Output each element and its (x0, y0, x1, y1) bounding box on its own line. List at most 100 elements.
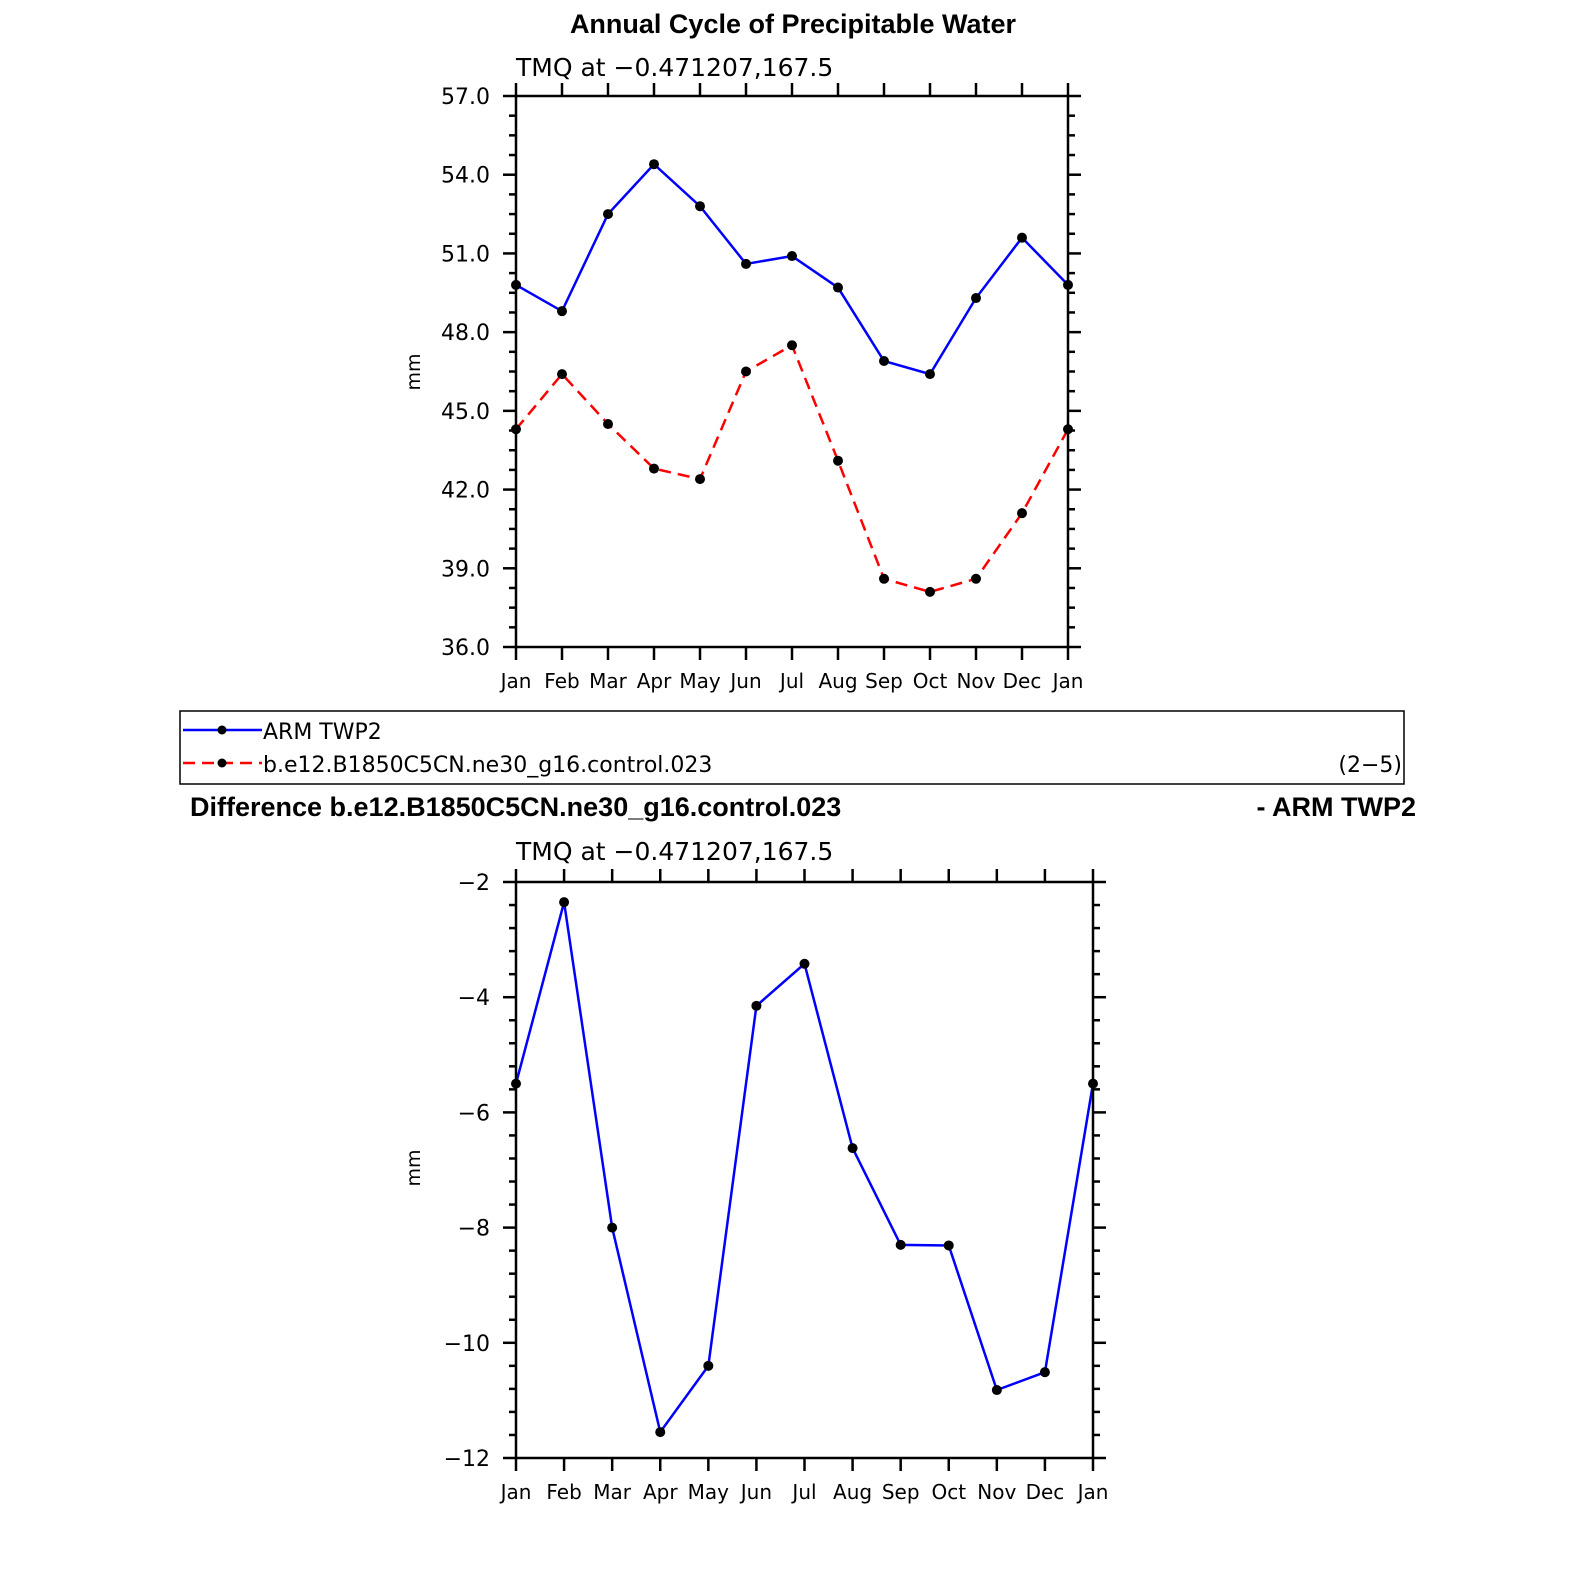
top-chart-subtitle: TMQ at −0.471207,167.5 (515, 53, 833, 82)
top-xtick-label: Mar (589, 669, 628, 693)
bottom-xtick-label: Mar (593, 1480, 632, 1504)
top-series-1-point (557, 369, 567, 380)
legend: ARM TWP2 b.e12.B1850C5CN.ne30_g16.contro… (179, 710, 1405, 785)
top-series-1-point (695, 474, 705, 485)
bottom-xtick-label: Jan (499, 1480, 532, 1504)
bottom-series-0-point (559, 897, 570, 908)
bottom-chart-ticks (503, 869, 1106, 1471)
top-series-1-point (603, 418, 613, 429)
bottom-series-0-point (703, 1360, 714, 1371)
top-ytick-label: 42.0 (441, 479, 490, 504)
top-xtick-label: Jun (728, 669, 761, 693)
bottom-xtick-label: Oct (931, 1480, 966, 1504)
legend-page-label: (2−5) (1338, 753, 1402, 778)
top-xtick-label: Feb (544, 669, 579, 693)
top-series-1-point (833, 455, 843, 466)
top-ytick-label: 51.0 (441, 242, 490, 267)
bottom-series-0-point (799, 958, 810, 969)
bottom-xtick-label: Sep (882, 1480, 920, 1504)
top-series-0-point (787, 251, 797, 262)
bottom-ytick-label: −8 (458, 1217, 490, 1242)
legend-box (179, 710, 1405, 785)
top-xtick-label: Jan (1051, 669, 1084, 693)
bottom-series-0-point (1039, 1367, 1050, 1378)
bottom-ytick-label: −6 (458, 1101, 490, 1126)
top-series-0-point (879, 356, 889, 367)
top-series-0-point (1017, 232, 1027, 243)
bottom-chart-ylabel: mm (403, 1149, 425, 1186)
top-ytick-label: 48.0 (441, 321, 490, 346)
top-ytick-label: 57.0 (441, 85, 490, 110)
top-xtick-label: Sep (865, 669, 903, 693)
bottom-chart-tick-labels: Jan Feb Mar Apr May Jun Jul Aug Sep Oct Nov Dec Jan−… (444, 871, 1109, 1504)
bottom-chart-title-left: Difference b.e12.B1850C5CN.ne30_g16.cont… (190, 792, 841, 822)
top-chart-ylabel: mm (403, 353, 425, 390)
top-ytick-label: 39.0 (441, 557, 490, 582)
bottom-chart: Difference b.e12.B1850C5CN.ne30_g16.cont… (190, 792, 1416, 1504)
top-xtick-label: Aug (818, 669, 857, 693)
top-series-0-point (833, 282, 843, 293)
bottom-series-0-point (991, 1385, 1002, 1396)
bottom-series-line-0 (514, 901, 1095, 1436)
top-xtick-label: Dec (1003, 669, 1042, 693)
top-series-1-point (1017, 508, 1027, 519)
top-ytick-label: 54.0 (441, 164, 490, 189)
top-series-0-point (649, 159, 659, 170)
legend-entry-model: b.e12.B1850C5CN.ne30_g16.control.023 (263, 753, 712, 778)
top-chart: TMQ at −0.471207,167.5 mm Jan Feb Mar Apr Ma… (403, 53, 1083, 693)
bottom-xtick-label: Dec (1026, 1480, 1065, 1504)
top-series-0-point (557, 306, 567, 317)
top-chart-series (511, 159, 1073, 597)
bottom-xtick-label: Jul (790, 1480, 816, 1504)
bottom-xtick-label: Nov (977, 1480, 1016, 1504)
bottom-xtick-label: Jan (1076, 1480, 1109, 1504)
bottom-xtick-label: Apr (643, 1480, 678, 1504)
top-xtick-label: May (679, 669, 721, 693)
bottom-xtick-label: May (688, 1480, 730, 1504)
top-xtick-label: Oct (913, 669, 948, 693)
bottom-xtick-label: Feb (546, 1480, 581, 1504)
top-series-line-1 (515, 343, 1070, 594)
bottom-ytick-label: −12 (444, 1447, 490, 1472)
top-series-1-point (787, 340, 797, 351)
bottom-series-0-point (751, 1000, 762, 1011)
bottom-chart-frame (514, 880, 1095, 1460)
legend-marker-obs (217, 725, 227, 735)
top-ytick-label: 45.0 (441, 400, 490, 425)
legend-marker-model (217, 758, 227, 768)
top-chart-frame (514, 94, 1070, 649)
bottom-chart-title-right: - ARM TWP2 (1257, 792, 1416, 822)
top-series-1-point (971, 573, 981, 584)
top-series-0-point (603, 209, 613, 220)
top-series-0-point (971, 293, 981, 304)
top-xtick-label: Jul (778, 669, 804, 693)
top-xtick-label: Jan (499, 669, 532, 693)
bottom-xtick-label: Jun (739, 1480, 772, 1504)
bottom-ytick-label: −4 (458, 986, 490, 1011)
bottom-ytick-label: −2 (458, 871, 490, 896)
top-series-1-point (925, 586, 935, 597)
bottom-series-0-point (943, 1240, 954, 1251)
bottom-xtick-label: Aug (833, 1480, 872, 1504)
bottom-chart-series (511, 897, 1098, 1438)
top-xtick-label: Nov (956, 669, 995, 693)
bottom-series-0-point (847, 1143, 858, 1154)
bottom-series-0-point (655, 1427, 666, 1438)
top-series-1-point (649, 463, 659, 474)
bottom-series-0-point (607, 1222, 618, 1233)
bottom-ytick-label: −10 (444, 1332, 490, 1357)
figure-title: Annual Cycle of Precipitable Water (570, 9, 1017, 39)
legend-entry-obs: ARM TWP2 (263, 720, 382, 745)
top-series-0-point (741, 258, 751, 269)
bottom-series-0-point (895, 1239, 906, 1250)
top-ytick-label: 36.0 (441, 636, 490, 661)
top-series-0-point (925, 369, 935, 380)
top-chart-ticks (503, 83, 1081, 660)
top-chart-tick-labels: Jan Feb Mar Apr May Jun Jul Aug Sep Oct Nov Dec Jan 5… (441, 85, 1083, 693)
top-series-0-point (695, 201, 705, 212)
bottom-chart-subtitle: TMQ at −0.471207,167.5 (515, 837, 833, 866)
top-series-1-point (879, 573, 889, 584)
top-xtick-label: Apr (637, 669, 672, 693)
top-series-1-point (741, 366, 751, 377)
